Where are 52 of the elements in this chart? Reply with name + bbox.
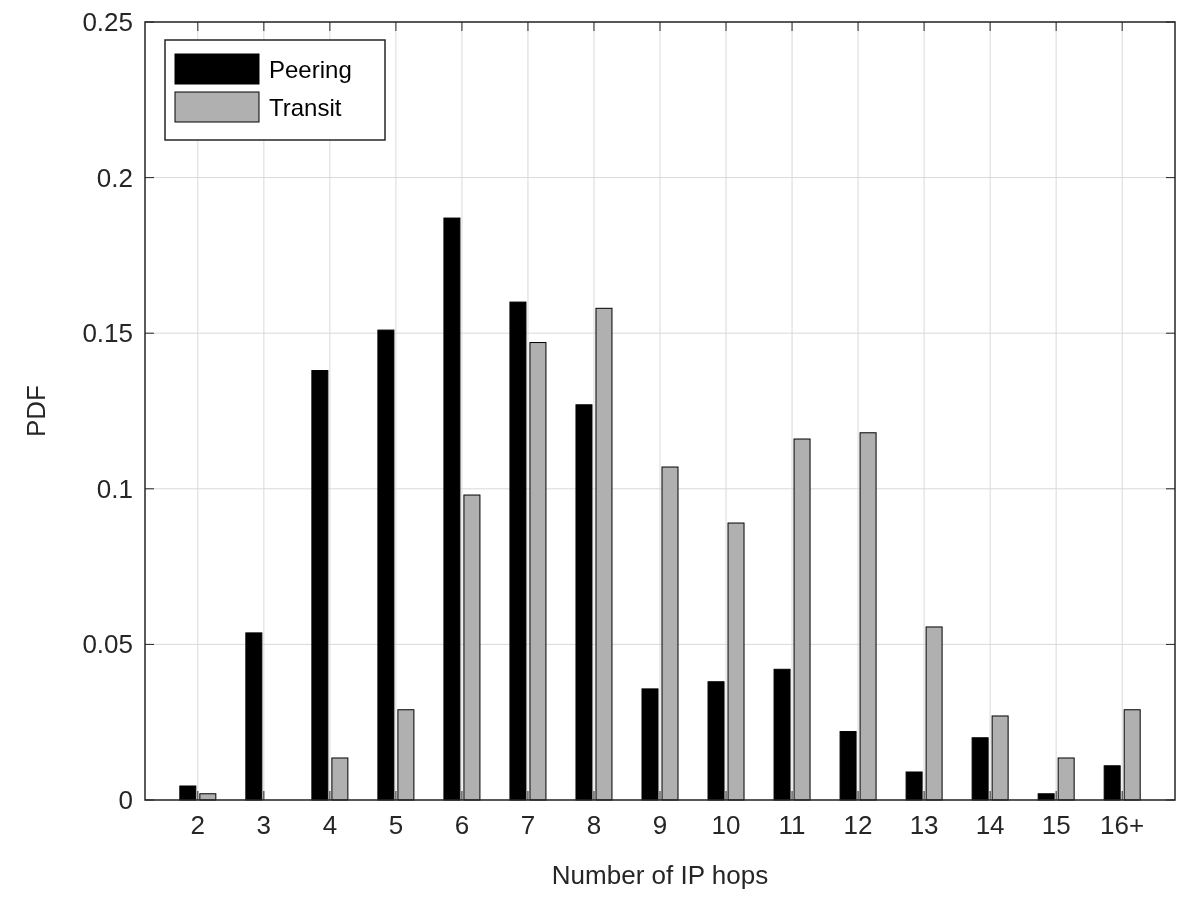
bar: [529, 342, 547, 801]
x-tick-label: 15: [1041, 810, 1071, 840]
bar: [463, 494, 481, 801]
legend-label: Peering: [269, 55, 352, 83]
x-tick-label: 16+: [1100, 810, 1145, 840]
bar: [377, 329, 395, 801]
bar: [707, 681, 725, 801]
bar: [397, 709, 415, 801]
bar: [509, 301, 527, 801]
x-tick-label: 11: [778, 810, 806, 840]
bar: [443, 217, 461, 801]
x-tick-label: 8: [586, 810, 602, 840]
x-tick-label: 10: [711, 810, 741, 840]
bar: [971, 737, 989, 801]
bar: [839, 731, 857, 801]
bar: [179, 785, 197, 801]
x-tick-label: 13: [909, 810, 939, 840]
bar: [905, 771, 923, 801]
bar: [1057, 757, 1075, 801]
y-axis-title: PDF: [21, 385, 51, 437]
y-tick-label: 0: [118, 785, 133, 815]
y-tick-label: 0.1: [96, 473, 133, 504]
x-tick-label: 9: [652, 810, 668, 840]
bar: [793, 438, 811, 801]
bar: [641, 688, 659, 801]
bar: [661, 466, 679, 801]
bar: [575, 404, 593, 801]
y-tick-label: 0.25: [82, 7, 133, 37]
x-tick-label: 6: [454, 810, 470, 840]
y-tick-label: 0.05: [82, 629, 133, 660]
bar: [311, 370, 329, 801]
bar: [859, 432, 877, 801]
legend-label: Transit: [269, 93, 342, 121]
bar: [727, 522, 745, 801]
x-axis-title: Number of IP hops: [551, 860, 769, 890]
y-tick-label: 0.2: [96, 162, 133, 193]
bar: [245, 632, 263, 801]
bar: [925, 626, 943, 801]
bar: [1123, 709, 1141, 801]
bar: [595, 307, 613, 801]
x-tick-label: 12: [843, 810, 873, 840]
bar: [991, 715, 1009, 801]
x-tick-label: 3: [256, 810, 272, 840]
y-tick-label: 0.15: [82, 318, 133, 349]
x-tick-label: 14: [975, 810, 1005, 840]
x-tick-label: 2: [190, 810, 206, 840]
x-tick-label: 5: [388, 810, 404, 840]
bar: [773, 668, 791, 801]
bar: [1103, 765, 1121, 801]
x-tick-label: 4: [322, 810, 338, 840]
x-tick-label: 7: [520, 810, 536, 840]
bar: [331, 757, 349, 801]
